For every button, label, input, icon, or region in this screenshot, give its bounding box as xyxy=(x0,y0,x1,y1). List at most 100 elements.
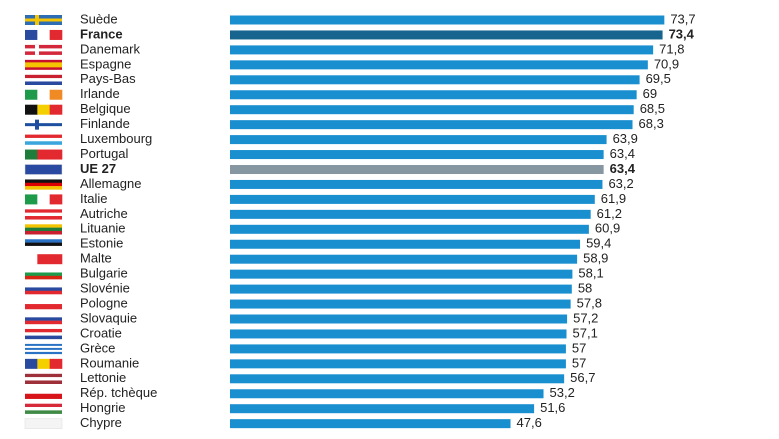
category-label: Suède xyxy=(80,11,118,26)
bar xyxy=(230,75,640,85)
flag-part xyxy=(25,242,62,247)
value-label: 61,9 xyxy=(601,191,626,206)
bar xyxy=(230,120,633,130)
flag-part xyxy=(25,186,62,190)
category-label: Lettonie xyxy=(80,370,126,385)
category-label: Irlande xyxy=(80,86,120,101)
value-label: 70,9 xyxy=(654,56,679,71)
flag-part xyxy=(25,74,62,79)
bar xyxy=(230,105,634,115)
flag-part xyxy=(25,224,62,228)
flag xyxy=(25,209,62,220)
flag-part xyxy=(25,245,62,250)
flag-part xyxy=(25,89,38,100)
value-label: 57,8 xyxy=(577,295,602,310)
flag-part xyxy=(25,78,62,82)
value-label: 68,5 xyxy=(640,101,665,116)
category-label: Slovaquie xyxy=(80,310,137,325)
flag-part xyxy=(25,230,62,235)
bar xyxy=(230,135,607,145)
flag-part xyxy=(25,62,62,68)
flag-part xyxy=(25,373,62,378)
category-label: France xyxy=(80,26,123,41)
category-label: Hongrie xyxy=(80,400,126,415)
flag xyxy=(25,254,63,265)
flag xyxy=(25,269,62,280)
category-label: Italie xyxy=(80,191,107,206)
bar xyxy=(230,165,604,174)
bar xyxy=(230,60,648,70)
flag-part xyxy=(25,134,62,139)
value-label: 47,6 xyxy=(517,415,542,430)
flag-part xyxy=(25,137,62,142)
flag-part xyxy=(25,377,62,381)
bar xyxy=(230,359,566,369)
category-label: Croatie xyxy=(80,325,122,340)
flag-part xyxy=(25,299,62,305)
value-label: 61,2 xyxy=(597,206,622,221)
bar xyxy=(230,224,589,234)
category-label: Allemagne xyxy=(80,176,141,191)
flag-part xyxy=(49,194,63,205)
value-label: 51,6 xyxy=(540,400,565,415)
category-label: Estonie xyxy=(80,236,123,251)
flag-part xyxy=(25,269,62,273)
flag-part xyxy=(25,347,62,351)
bar xyxy=(230,314,568,324)
flag xyxy=(25,343,62,355)
flag-part xyxy=(25,317,62,321)
category-label: UE 27 xyxy=(80,161,116,176)
flag-part xyxy=(25,304,62,310)
flag xyxy=(25,388,62,399)
flag-part xyxy=(25,349,62,353)
flag-part xyxy=(25,179,62,183)
flag-part xyxy=(25,320,62,325)
flag-part xyxy=(49,29,63,40)
flag xyxy=(25,299,62,310)
flag-part xyxy=(25,48,62,52)
flag-part xyxy=(25,194,38,205)
flag-part xyxy=(25,212,62,217)
flag-part xyxy=(37,358,50,369)
bar xyxy=(230,299,571,309)
value-label: 53,2 xyxy=(550,385,575,400)
category-label: Pologne xyxy=(80,295,128,310)
flag-part xyxy=(25,388,62,394)
flag xyxy=(25,284,62,295)
flag-part xyxy=(49,358,63,369)
flag-part xyxy=(49,104,63,115)
flag-part xyxy=(37,29,50,40)
flag-part xyxy=(25,104,38,115)
flag-part xyxy=(37,254,50,265)
category-label: Espagne xyxy=(80,56,131,71)
flag-part xyxy=(49,89,63,100)
flag-part xyxy=(25,343,62,347)
flag-part xyxy=(25,275,62,280)
bar xyxy=(230,269,573,279)
flag xyxy=(25,59,62,70)
flag-part xyxy=(37,149,50,160)
flag-part xyxy=(25,332,62,336)
flag-part xyxy=(25,407,62,411)
value-label: 56,7 xyxy=(570,370,595,385)
value-label: 63,4 xyxy=(610,146,635,161)
value-label: 57 xyxy=(572,340,586,355)
category-label: Finlande xyxy=(80,116,130,131)
flag xyxy=(25,358,63,369)
value-label: 58,1 xyxy=(578,266,603,281)
category-label: Rép. tchèque xyxy=(80,385,157,400)
flag-part xyxy=(25,123,62,127)
value-label: 58,9 xyxy=(583,251,608,266)
bar xyxy=(230,344,566,354)
value-label: 73,4 xyxy=(669,26,695,41)
category-label: Chypre xyxy=(80,415,122,430)
flag-part xyxy=(24,418,63,429)
category-label: Slovénie xyxy=(80,281,130,296)
flag xyxy=(25,134,62,145)
flag-part xyxy=(37,194,50,205)
bar xyxy=(230,15,665,25)
category-label: Portugal xyxy=(80,146,129,161)
bar xyxy=(230,194,595,204)
bar xyxy=(230,254,578,264)
flag xyxy=(25,44,62,55)
